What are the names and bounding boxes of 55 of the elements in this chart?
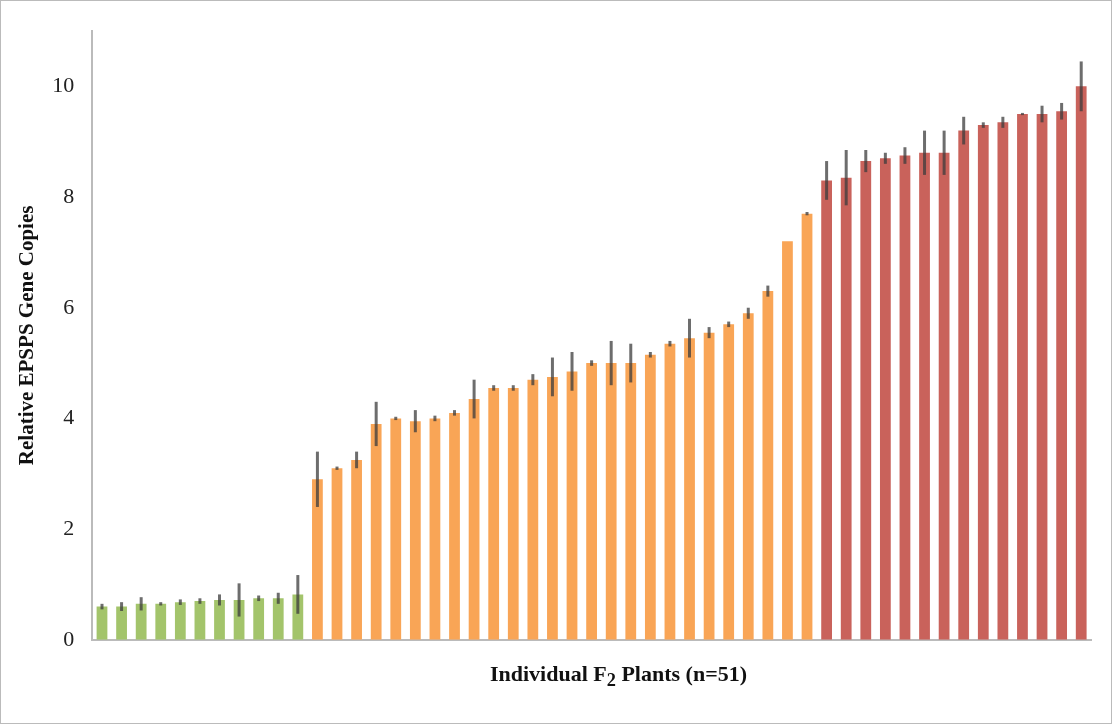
bar: [351, 459, 362, 640]
bar: [409, 421, 421, 640]
bar: [468, 399, 480, 640]
bar: [390, 418, 402, 640]
bar: [155, 603, 167, 640]
bar: [801, 213, 813, 640]
bar: [899, 155, 911, 640]
bar: [840, 177, 852, 640]
bar: [547, 376, 558, 640]
y-tick-label: 6: [63, 293, 75, 319]
bar: [370, 423, 382, 640]
bar: [644, 354, 656, 640]
bar: [625, 363, 637, 640]
bar: [312, 479, 323, 640]
bar: [586, 363, 597, 640]
bar: [977, 125, 989, 640]
bar: [174, 602, 186, 640]
bar: [938, 152, 950, 640]
bar: [449, 412, 460, 640]
bar: [703, 332, 715, 640]
bar: [214, 599, 225, 640]
y-tick-label: 0: [63, 625, 75, 651]
bar: [684, 338, 695, 640]
bar: [488, 387, 500, 640]
bar: [135, 603, 147, 640]
bar: [527, 379, 539, 640]
bar: [429, 418, 441, 640]
bar: [507, 387, 519, 640]
bar: [331, 468, 343, 640]
bar: [958, 130, 970, 640]
bar: [1075, 86, 1087, 640]
bar: [821, 180, 832, 640]
bar: [1056, 111, 1068, 640]
y-tick-label: 8: [63, 182, 75, 208]
bar: [919, 152, 930, 640]
bar: [272, 598, 284, 640]
bar: [879, 158, 891, 640]
y-tick-label: 10: [52, 72, 75, 98]
bar: [253, 598, 265, 640]
bar: [997, 122, 1009, 640]
bar: [664, 343, 676, 640]
y-tick-label: 4: [63, 404, 75, 430]
bar: [605, 363, 617, 640]
bar: [762, 291, 774, 640]
bar: [566, 371, 578, 640]
y-tick-label: 2: [63, 514, 75, 540]
x-axis-title: Individual F$_{2}$ Plants (n=51): [488, 661, 749, 692]
bar: [742, 313, 754, 640]
bar: [1017, 114, 1028, 640]
bar: [782, 241, 793, 640]
bar: [1036, 114, 1048, 640]
bar: [860, 161, 872, 640]
bar: [116, 606, 127, 640]
y-axis-title: Relative EPSPS Gene Copies: [14, 205, 39, 466]
bar: [723, 324, 735, 640]
